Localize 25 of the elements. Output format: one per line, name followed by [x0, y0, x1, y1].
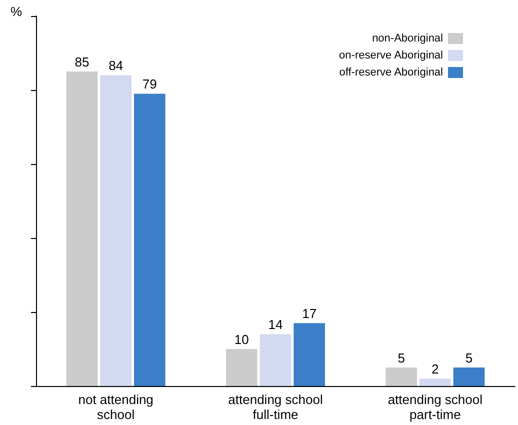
bar: [66, 72, 98, 386]
y-axis-title: %: [10, 4, 22, 19]
bar: [294, 323, 325, 386]
bar: [260, 334, 292, 386]
bar: [226, 349, 258, 386]
x-tick-label: not attending school: [78, 392, 154, 422]
legend-label: non-Aboriginal: [372, 32, 443, 44]
data-label: 14: [268, 317, 283, 332]
data-label: 10: [234, 332, 249, 347]
data-label: 17: [302, 306, 317, 322]
data-label: 84: [108, 58, 124, 74]
bar: [453, 368, 485, 386]
data-label: 79: [142, 76, 157, 92]
bar: [134, 94, 166, 386]
data-label: 85: [74, 54, 90, 70]
data-label: 5: [465, 350, 473, 366]
data-label: 5: [398, 350, 405, 366]
bar: [386, 368, 417, 386]
legend-label: on-reserve Aboriginal: [339, 50, 443, 62]
bar: [100, 75, 132, 386]
x-tick-label: attending school full-time: [228, 392, 323, 422]
x-tick-label: attending school part-time: [388, 392, 483, 422]
legend-label: off-reserve Aboriginal: [339, 66, 443, 78]
data-label: 2: [432, 362, 439, 377]
bar: [420, 378, 451, 386]
